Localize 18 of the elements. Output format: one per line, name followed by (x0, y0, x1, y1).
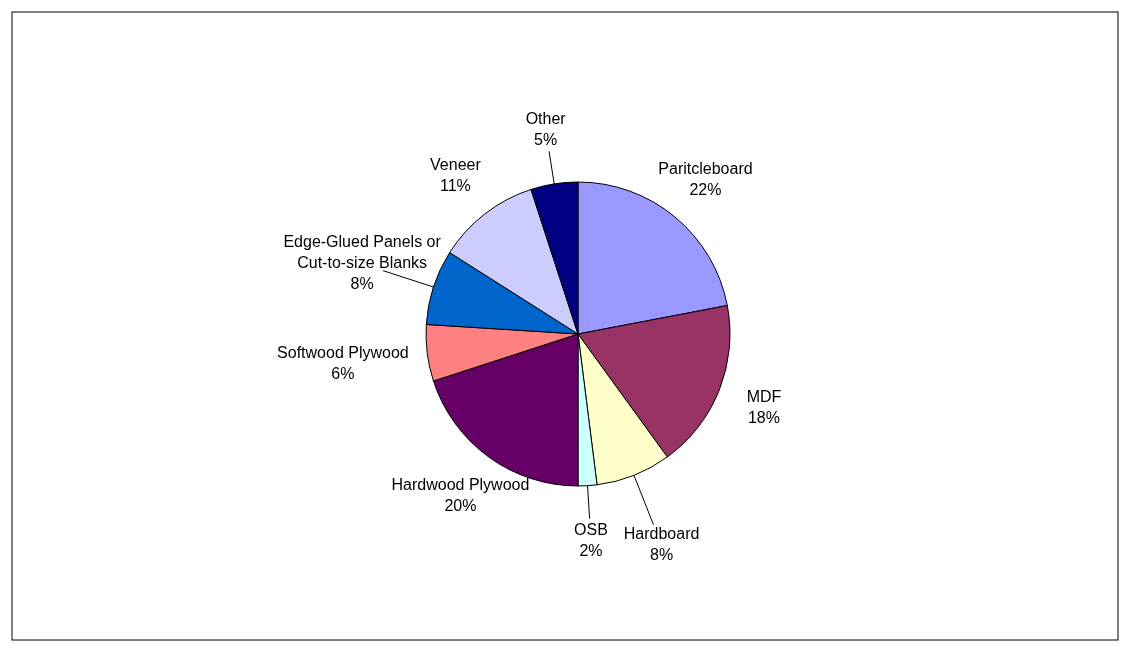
data-label: 8% (650, 546, 674, 564)
slice-label: OSB (574, 520, 608, 538)
data-label: 5% (534, 130, 558, 148)
data-label: 22% (689, 180, 722, 198)
slice-label: Veneer (430, 155, 482, 173)
slice-label: MDF (746, 387, 782, 405)
data-label: 2% (579, 541, 603, 559)
slice-label: Paritcleboard (658, 159, 753, 177)
data-label: 6% (331, 364, 355, 382)
data-label: 20% (444, 496, 477, 514)
slice-label: Hardboard (623, 525, 700, 543)
data-label: 18% (747, 408, 780, 426)
slice-label: Edge-Glued Panels or Cut-to-size Blanks (283, 233, 442, 272)
slice-label: Other (525, 109, 567, 127)
data-label: 11% (440, 176, 471, 194)
slice-label: Hardwood Plywood (391, 475, 530, 493)
data-label: 8% (350, 275, 374, 293)
slice-label: Softwood Plywood (277, 343, 409, 361)
